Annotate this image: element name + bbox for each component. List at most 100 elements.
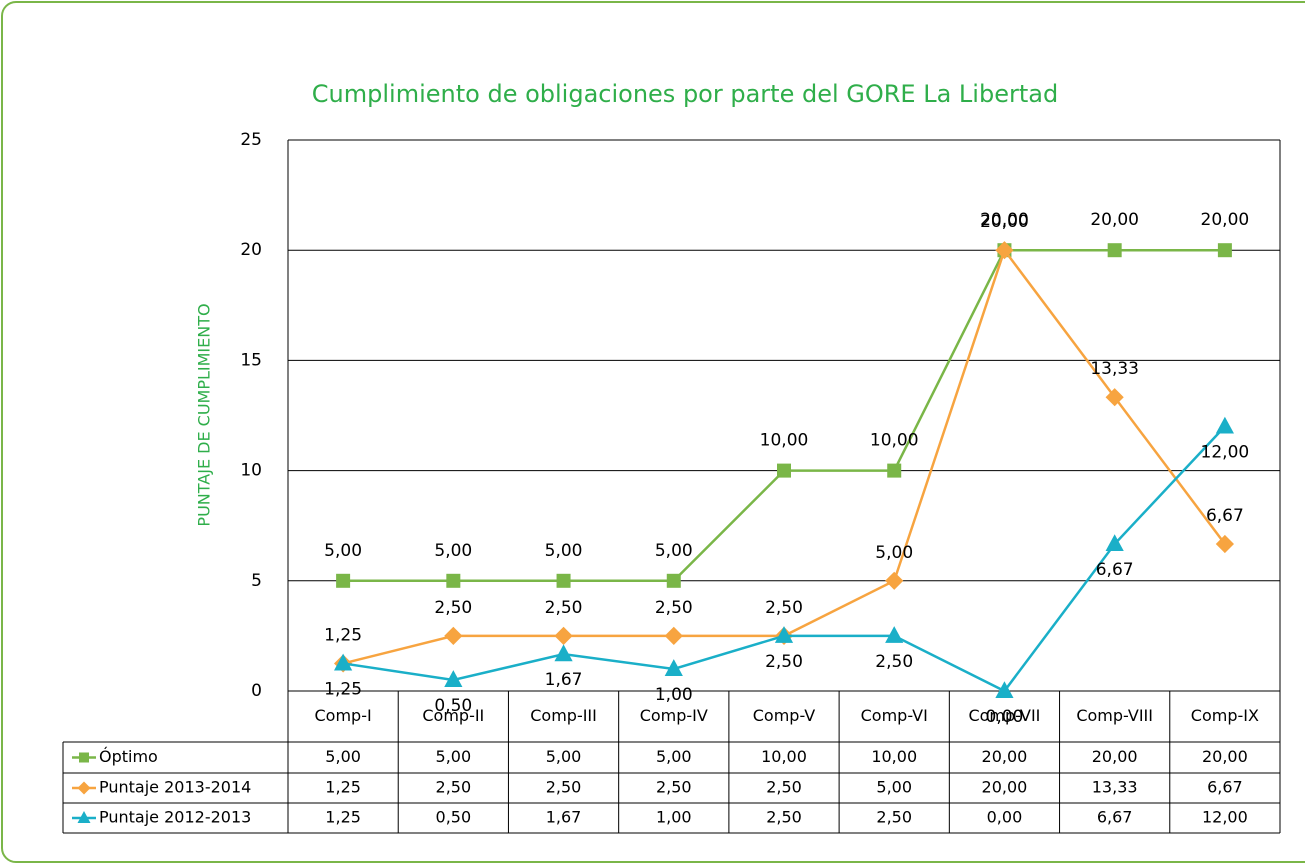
marker: [887, 463, 902, 478]
x-tick-label: Comp-II: [422, 706, 484, 725]
data-label: 1,67: [545, 670, 583, 690]
table-cell: 10,00: [871, 747, 917, 766]
data-label: 1,25: [324, 625, 362, 645]
y-tick-label: 20: [240, 240, 262, 260]
table-cell: 10,00: [761, 747, 807, 766]
table-cell: 2,50: [766, 808, 802, 827]
table-cell: 2,50: [436, 778, 472, 797]
marker: [334, 653, 353, 671]
data-label: 10,00: [760, 431, 809, 451]
data-label: 20,00: [1090, 210, 1139, 230]
data-label: 1,25: [324, 679, 362, 699]
line-series: [343, 248, 1225, 583]
x-tick-label: Comp-VIII: [1076, 706, 1153, 725]
table-cell: 20,00: [982, 747, 1028, 766]
marker: [554, 644, 573, 662]
data-label: 2,50: [434, 598, 472, 618]
y-tick-label: 15: [240, 350, 262, 370]
table-cell: 5,00: [325, 747, 361, 766]
data-label: 20,00: [980, 210, 1029, 230]
data-label: 5,00: [875, 543, 913, 563]
table-cell: 20,00: [1092, 747, 1138, 766]
marker: [1217, 243, 1232, 258]
table-cell: 2,50: [546, 778, 582, 797]
y-tick-label: 10: [240, 461, 262, 481]
table-cell: 5,00: [436, 747, 472, 766]
x-tick-label: Comp-IV: [640, 706, 708, 725]
table-cell: 0,50: [436, 808, 472, 827]
data-label: 12,00: [1201, 443, 1250, 463]
data-label: 2,50: [765, 598, 803, 618]
marker: [77, 811, 91, 823]
x-tick-label: Comp-IX: [1191, 706, 1259, 725]
data-label: 2,50: [765, 652, 803, 672]
table-cell: 5,00: [546, 747, 582, 766]
data-label: 5,00: [324, 541, 362, 561]
data-label: 0,50: [434, 696, 472, 716]
table-cell: 6,67: [1207, 778, 1243, 797]
x-tick-label: Comp-VII: [968, 706, 1040, 725]
x-tick-label: Comp-V: [753, 706, 816, 725]
table-cell: 0,00: [987, 808, 1023, 827]
marker: [444, 626, 463, 645]
marker: [885, 571, 904, 590]
marker: [664, 659, 683, 676]
marker: [556, 573, 571, 588]
data-label: 5,00: [545, 541, 583, 561]
table-cell: 1,25: [325, 778, 361, 797]
marker: [995, 241, 1014, 260]
table-cell: 1,25: [325, 808, 361, 827]
marker: [774, 626, 794, 643]
y-tick-label: 25: [240, 130, 262, 150]
data-label: 20,00: [980, 212, 1029, 232]
data-label: 5,00: [434, 541, 472, 561]
data-label: 20,00: [1201, 210, 1250, 230]
marker: [666, 573, 681, 588]
data-label: 2,50: [655, 598, 693, 618]
table-cell: 1,00: [656, 808, 692, 827]
data-label: 5,00: [655, 541, 693, 561]
y-axis-title: PUNTAJE DE CUMPLIMIENTO: [195, 303, 214, 526]
table-cell: 2,50: [766, 778, 802, 797]
y-tick-label: 5: [251, 571, 262, 591]
data-label: 10,00: [870, 431, 919, 451]
marker: [1215, 416, 1234, 434]
legend-label: Puntaje 2012-2013: [99, 808, 251, 827]
marker: [446, 573, 461, 588]
marker: [777, 463, 791, 478]
marker: [554, 626, 573, 645]
data-label: 2,50: [875, 652, 913, 672]
chart-title: Cumplimiento de obligaciones por parte d…: [312, 80, 1058, 108]
x-tick-label: Comp-I: [315, 706, 372, 725]
marker: [995, 681, 1014, 698]
marker: [336, 573, 351, 588]
table-cell: 5,00: [876, 778, 912, 797]
marker: [885, 626, 904, 643]
table-cell: 1,67: [546, 808, 582, 827]
table-cell: 5,00: [656, 747, 692, 766]
table-cell: 6,67: [1097, 808, 1133, 827]
data-label: 6,67: [1206, 506, 1244, 526]
table-cell: 13,33: [1092, 778, 1138, 797]
legend-label: Óptimo: [99, 747, 158, 766]
table-cell: 2,50: [876, 808, 912, 827]
data-label: 6,67: [1096, 560, 1134, 580]
legend-label: Puntaje 2013-2014: [99, 778, 251, 797]
x-tick-label: Comp-III: [530, 706, 597, 725]
data-label: 13,33: [1090, 359, 1139, 379]
marker: [1105, 388, 1124, 407]
data-label: 0,00: [986, 707, 1024, 727]
marker: [77, 781, 91, 795]
marker: [1107, 243, 1122, 258]
table-cell: 12,00: [1202, 808, 1248, 827]
table-cell: 20,00: [982, 778, 1028, 797]
marker: [79, 752, 89, 763]
marker: [1215, 534, 1234, 554]
marker: [664, 626, 683, 645]
table-cell: 20,00: [1202, 747, 1248, 766]
marker: [1105, 534, 1124, 551]
x-tick-label: Comp-VI: [861, 706, 928, 725]
table-cell: 2,50: [656, 778, 692, 797]
